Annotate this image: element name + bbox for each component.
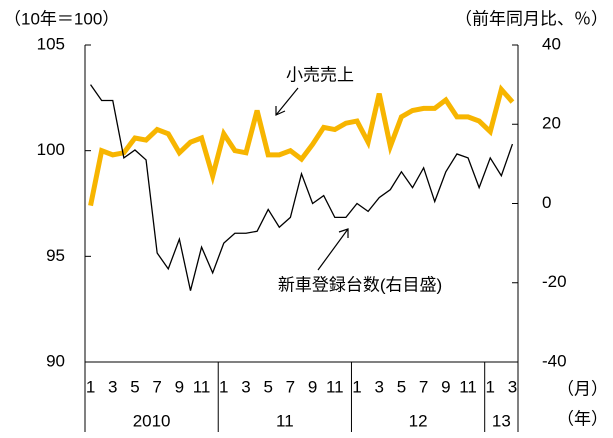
year-unit: （年） <box>557 409 608 428</box>
year-label: 13 <box>492 411 511 430</box>
x-tick-label: 5 <box>263 377 272 396</box>
year-label: 12 <box>409 411 428 430</box>
x-tick-label: 9 <box>175 377 184 396</box>
x-tick-label: 11 <box>326 377 344 396</box>
x-tick-label: 3 <box>374 377 383 396</box>
y2-tick-label: 0 <box>542 193 551 212</box>
x-tick-label: 3 <box>508 377 517 396</box>
y2-tick-label: -40 <box>542 351 567 370</box>
x-tick-label: 7 <box>152 377 161 396</box>
annotation-retail: 小売売上 <box>286 65 354 84</box>
y2-tick-label: 20 <box>542 114 561 133</box>
x-tick-label: 3 <box>241 377 250 396</box>
arrow <box>317 228 349 271</box>
x-tick-label: 11 <box>193 377 211 396</box>
x-tick-label: 7 <box>419 377 428 396</box>
year-label: 11 <box>276 411 294 430</box>
x-tick-label: 9 <box>441 377 450 396</box>
x-tick-label: 1 <box>219 377 228 396</box>
x-tick-label: 9 <box>308 377 317 396</box>
series-line <box>88 84 515 207</box>
y-tick-label: 105 <box>37 34 65 53</box>
y-tick-label: 100 <box>37 140 65 159</box>
y-tick-label: 95 <box>46 246 65 265</box>
series-line <box>90 84 514 291</box>
x-tick-label: 1 <box>352 377 361 396</box>
y-tick-label: 90 <box>46 351 65 370</box>
x-tick-label: 5 <box>397 377 406 396</box>
arrow <box>275 87 299 116</box>
x-tick-label: 1 <box>486 377 495 396</box>
year-label: 2010 <box>133 411 171 430</box>
left-unit: （10年＝100） <box>4 9 119 28</box>
arrow-head <box>338 228 349 238</box>
x-tick-label: 3 <box>108 377 117 396</box>
right-unit: （前年同月比、％） <box>455 9 608 28</box>
y2-tick-label: -20 <box>542 272 567 291</box>
x-tick-label: 7 <box>286 377 295 396</box>
y2-tick-label: 40 <box>542 34 561 53</box>
x-tick-label: 1 <box>86 377 95 396</box>
annotation-cars: 新車登録台数(右目盛) <box>278 275 442 294</box>
arrow-head <box>275 106 286 116</box>
x-tick-label: 5 <box>130 377 139 396</box>
month-unit: （月） <box>557 379 608 398</box>
x-tick-label: 11 <box>459 377 477 396</box>
